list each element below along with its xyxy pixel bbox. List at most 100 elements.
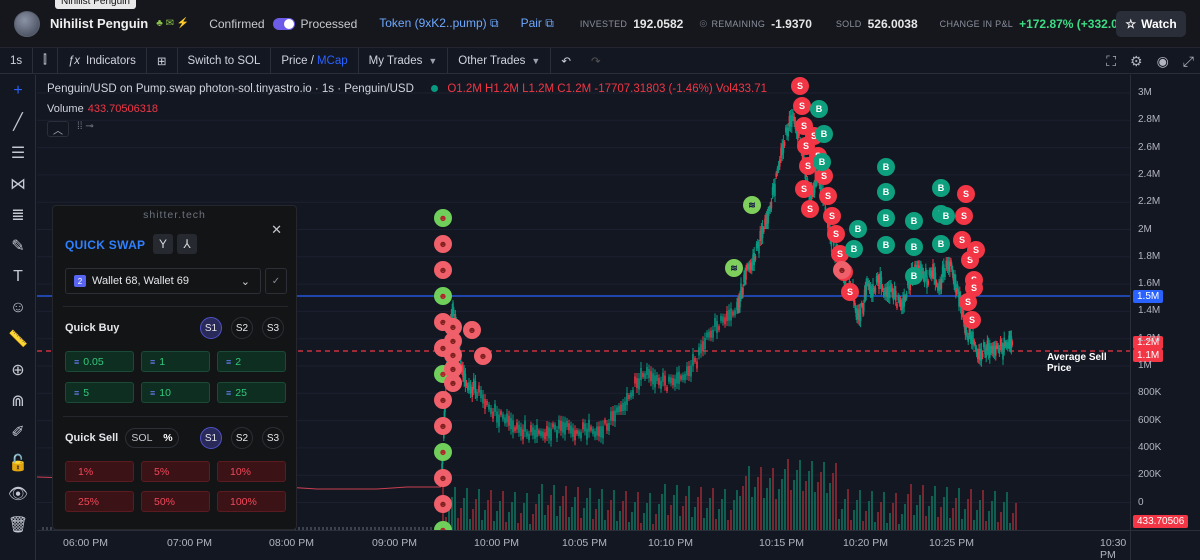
sell-percent-button[interactable]: 50% — [141, 491, 210, 512]
other-trades-dropdown[interactable]: Other Trades ▼ — [448, 47, 552, 74]
sell-percent-button[interactable]: 10% — [217, 461, 286, 482]
trade-marker[interactable]: ☻ — [444, 332, 462, 350]
horizontal-lines-icon[interactable]: ☰ — [10, 144, 26, 162]
crosshair-icon[interactable]: + — [13, 81, 23, 99]
trade-marker[interactable]: ☻ — [434, 391, 452, 409]
magnet-icon[interactable]: ⋒ — [11, 392, 25, 410]
text-icon[interactable]: T — [13, 267, 23, 285]
sell-percent-button[interactable]: 1% — [65, 461, 134, 482]
buy-trade-marker[interactable]: B — [932, 235, 950, 253]
sell-trade-marker[interactable]: S — [791, 77, 809, 95]
indicators-button[interactable]: ƒx Indicators — [58, 47, 147, 74]
fib-icon[interactable]: ≣ — [11, 206, 25, 224]
buy-amount-button[interactable]: ≡ 1 — [141, 351, 210, 372]
buy-preset-s3[interactable]: S3 — [262, 317, 284, 339]
my-trades-dropdown[interactable]: My Trades ▼ — [359, 47, 449, 74]
undo-icon[interactable]: ↶ — [561, 55, 571, 68]
trade-marker[interactable]: ☻ — [474, 347, 492, 365]
sell-trade-marker[interactable]: S — [953, 231, 971, 249]
pair-link[interactable]: Pair ⧉ — [520, 16, 554, 30]
trade-marker[interactable]: ☻ — [434, 417, 452, 435]
buy-trade-marker[interactable]: B — [877, 236, 895, 254]
sell-trade-marker[interactable]: S — [841, 283, 859, 301]
trendline-icon[interactable]: ╱ — [13, 113, 23, 131]
trade-marker[interactable]: ☻ — [434, 235, 452, 253]
sell-preset-s2[interactable]: S2 — [231, 427, 253, 449]
watch-button[interactable]: ☆ Watch — [1116, 11, 1186, 37]
buy-preset-s1[interactable]: S1 — [200, 317, 222, 339]
collapse-legend-button[interactable]: ︿ — [47, 121, 69, 137]
emoji-icon[interactable]: ☺ — [9, 298, 27, 316]
buy-trade-marker[interactable]: B — [845, 240, 863, 258]
trade-marker[interactable]: ☻ — [444, 374, 462, 392]
sell-trade-marker[interactable]: S — [967, 241, 985, 259]
candle-type-icon[interactable]: ⫿ — [33, 47, 58, 74]
trade-marker[interactable]: ☻ — [833, 261, 851, 279]
buy-amount-button[interactable]: ≡ 2 — [217, 351, 286, 372]
buy-trade-marker[interactable]: B — [877, 209, 895, 227]
lock-icon[interactable]: 🔓 — [8, 454, 28, 472]
buy-trade-marker[interactable]: B — [905, 212, 923, 230]
buy-trade-marker[interactable]: B — [849, 220, 867, 238]
sell-trade-marker[interactable]: S — [959, 293, 977, 311]
sell-trade-marker[interactable]: S — [955, 207, 973, 225]
trade-marker[interactable]: ☻ — [434, 209, 452, 227]
fullscreen-icon[interactable]: ⛶ — [1106, 52, 1117, 69]
brush-icon[interactable]: ✎ — [11, 237, 25, 255]
token-avatar[interactable] — [14, 10, 40, 37]
buy-amount-button[interactable]: ≡ 5 — [65, 382, 134, 403]
sell-unit-toggle[interactable]: SOL% — [125, 428, 179, 448]
legend-drag-handle[interactable]: ⁞⁞ ⊸ — [77, 121, 94, 132]
trade-marker[interactable]: ☻ — [444, 346, 462, 364]
switch-sol-button[interactable]: Switch to SOL — [178, 47, 272, 74]
screenshot-icon[interactable]: ◉ — [1156, 52, 1169, 69]
trade-marker[interactable]: ☻ — [434, 469, 452, 487]
sell-trade-marker[interactable]: S — [793, 97, 811, 115]
pattern-icon[interactable]: ⋈ — [10, 175, 26, 193]
interval-select[interactable]: 1s — [0, 47, 34, 74]
sell-preset-s1[interactable]: S1 — [200, 427, 222, 449]
buy-trade-marker[interactable]: B — [877, 158, 895, 176]
ruler-icon[interactable]: 📏 — [8, 330, 28, 348]
sell-trade-marker[interactable]: S — [815, 167, 833, 185]
split-mode-icon[interactable]: Y — [153, 234, 173, 254]
trade-marker[interactable]: ☻ — [444, 360, 462, 378]
settings-icon[interactable]: ⚙ — [1130, 52, 1143, 69]
sell-trade-marker[interactable]: S — [795, 180, 813, 198]
copy-icon[interactable]: ⧉ — [545, 16, 554, 30]
sell-trade-marker[interactable]: S — [819, 187, 837, 205]
lock-drawing-icon[interactable]: ✐ — [11, 423, 25, 441]
token-address-link[interactable]: Token (9xK2..pump) ⧉ — [379, 16, 499, 30]
copy-icon[interactable]: ⧉ — [489, 16, 499, 30]
time-axis[interactable]: 06:00 PM 07:00 PM 08:00 PM 09:00 PM 10:00 PM… — [37, 530, 1130, 560]
buy-amount-button[interactable]: ≡ 0.05 — [65, 351, 134, 372]
buy-trade-marker[interactable]: B — [813, 153, 831, 171]
sell-percent-button[interactable]: 100% — [217, 491, 286, 512]
sell-trade-marker[interactable]: S — [965, 279, 983, 297]
token-social-icons[interactable]: ♣ ✉ ⚡ — [156, 18, 190, 29]
buy-trade-marker[interactable]: B — [810, 100, 828, 118]
sell-trade-marker[interactable]: S — [957, 185, 975, 203]
fork-mode-icon[interactable]: ⅄ — [177, 234, 197, 254]
wallet-select[interactable]: 2 Wallet 68, Wallet 69 ⌄ — [65, 268, 261, 294]
zoom-icon[interactable]: ⊕ — [11, 361, 25, 379]
buy-trade-marker[interactable]: B — [905, 238, 923, 256]
close-icon[interactable]: ✕ — [271, 222, 282, 237]
layouts-icon[interactable]: ⊞ — [147, 47, 178, 74]
buy-amount-button[interactable]: ≡ 10 — [141, 382, 210, 403]
expand-icon[interactable]: ⤢ — [1182, 52, 1194, 69]
trash-icon[interactable]: 🗑 — [7, 516, 29, 534]
trade-marker[interactable]: ☻ — [463, 321, 481, 339]
sell-trade-marker[interactable]: S — [823, 207, 841, 225]
buy-trade-marker[interactable]: B — [937, 207, 955, 225]
sell-preset-s3[interactable]: S3 — [262, 427, 284, 449]
buy-trade-marker[interactable]: B — [905, 267, 923, 285]
trade-marker[interactable]: ≋ — [743, 196, 761, 214]
confirmed-processed-toggle[interactable] — [272, 17, 295, 30]
trade-marker[interactable]: ☻ — [434, 521, 452, 530]
trade-marker[interactable]: ☻ — [434, 495, 452, 513]
sell-trade-marker[interactable]: S — [831, 245, 849, 263]
trade-marker[interactable]: ☻ — [434, 261, 452, 279]
trade-marker[interactable]: ☻ — [434, 443, 452, 461]
sell-trade-marker[interactable]: S — [963, 311, 981, 329]
